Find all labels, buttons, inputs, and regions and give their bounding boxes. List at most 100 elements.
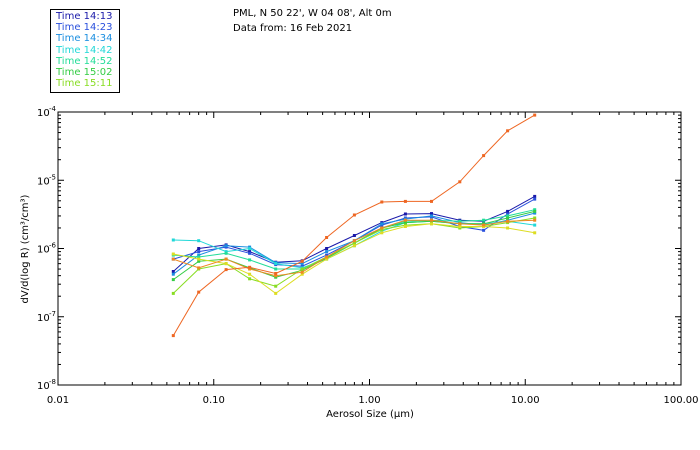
data-point (430, 214, 433, 218)
y-tick-exponent: -4 (49, 105, 57, 113)
data-point (197, 257, 201, 261)
data-point (403, 212, 407, 216)
data-point (482, 228, 486, 232)
data-point (380, 231, 384, 235)
data-point (171, 278, 175, 282)
data-point (380, 229, 384, 233)
y-tick-label: 10 (37, 245, 50, 256)
data-point (506, 129, 510, 133)
data-point (248, 267, 252, 271)
data-point (403, 218, 407, 222)
data-point (300, 272, 304, 276)
data-point (248, 258, 252, 262)
legend-entry: Time 15:11 (56, 78, 113, 90)
data-point (458, 225, 462, 228)
y-tick-label: 10 (37, 381, 50, 392)
data-point (248, 272, 252, 276)
data-point (325, 236, 329, 239)
data-point (533, 218, 537, 222)
y-tick-exponent: -6 (49, 242, 57, 250)
data-point (325, 247, 329, 250)
data-point (197, 266, 201, 270)
legend-entry: Time 15:02 (56, 67, 113, 79)
data-point (482, 218, 486, 222)
data-point (171, 272, 175, 276)
data-point (533, 197, 537, 201)
legend-entry: Time 14:23 (56, 22, 113, 34)
data-point (482, 154, 486, 158)
data-point (352, 244, 356, 248)
data-point (352, 213, 356, 217)
data-point (274, 284, 278, 288)
data-point (380, 200, 384, 204)
data-point (403, 199, 407, 203)
legend-entry: Time 14:34 (56, 33, 113, 45)
data-point (224, 250, 228, 254)
data-point (430, 199, 433, 203)
data-point (533, 209, 537, 213)
data-point (325, 257, 329, 261)
location-title: PML, N 50 22', W 04 08', Alt 0m (233, 8, 392, 19)
chart-header: PML, N 50 22', W 04 08', Alt 0m Data fro… (233, 6, 392, 36)
y-axis: 10-810-710-610-510-4 (37, 105, 681, 392)
data-point (430, 222, 433, 226)
data-point (248, 250, 252, 254)
data-point (352, 239, 356, 243)
y-tick-label: 10 (37, 176, 50, 187)
data-point (248, 277, 252, 281)
data-point (197, 247, 201, 250)
data-point (506, 216, 510, 220)
data-point (352, 241, 356, 245)
data-point (274, 291, 278, 295)
y-tick-exponent: -8 (49, 378, 56, 386)
data-point (197, 290, 201, 294)
data-point (380, 222, 384, 226)
y-axis-label: dV/d(log R) (cm³/cm³) (20, 194, 31, 303)
data-point (458, 180, 462, 184)
data-point (171, 238, 175, 242)
data-point (403, 221, 407, 225)
data-point (197, 253, 201, 257)
data-point (224, 244, 228, 248)
data-point (403, 225, 407, 228)
data-point (506, 209, 510, 213)
data-point (197, 250, 201, 254)
data-point (458, 222, 462, 226)
x-tick-label: 100.00 (664, 395, 699, 406)
series-layer (171, 113, 537, 338)
y-tick-label: 10 (37, 108, 50, 119)
x-axis-label: Aerosol Size (µm) (326, 409, 414, 420)
data-point (274, 274, 278, 278)
data-point (300, 264, 304, 268)
data-point (224, 268, 228, 272)
x-tick-label: 10.00 (511, 395, 540, 406)
data-point (300, 262, 304, 266)
data-point (171, 257, 175, 261)
data-point (300, 270, 304, 274)
data-point (352, 234, 356, 237)
y-tick-label: 10 (37, 313, 50, 324)
data-point (197, 255, 201, 259)
data-point (506, 219, 510, 223)
data-point (224, 262, 228, 266)
data-point (482, 223, 486, 227)
plot-frame (57, 111, 682, 386)
legend-entry: Time 14:42 (56, 44, 113, 56)
legend-entry: Time 14:13 (56, 11, 113, 22)
y-tick-exponent: -5 (49, 173, 56, 181)
data-point (300, 267, 304, 271)
y-tick-exponent: -7 (49, 310, 56, 318)
data-point (380, 226, 384, 230)
data-point (171, 252, 175, 256)
data-point (248, 265, 252, 269)
legend-entry: Time 14:52 (56, 55, 113, 67)
data-point (274, 272, 278, 275)
x-tick-label: 0.01 (47, 395, 69, 406)
data-point (274, 262, 278, 266)
data-point (224, 257, 228, 261)
x-axis: 0.01 0.10 1.00 10.00 100.00 (47, 112, 699, 406)
data-point (430, 218, 433, 222)
x-tick-label: 1.00 (358, 395, 380, 406)
data-point (325, 253, 329, 257)
